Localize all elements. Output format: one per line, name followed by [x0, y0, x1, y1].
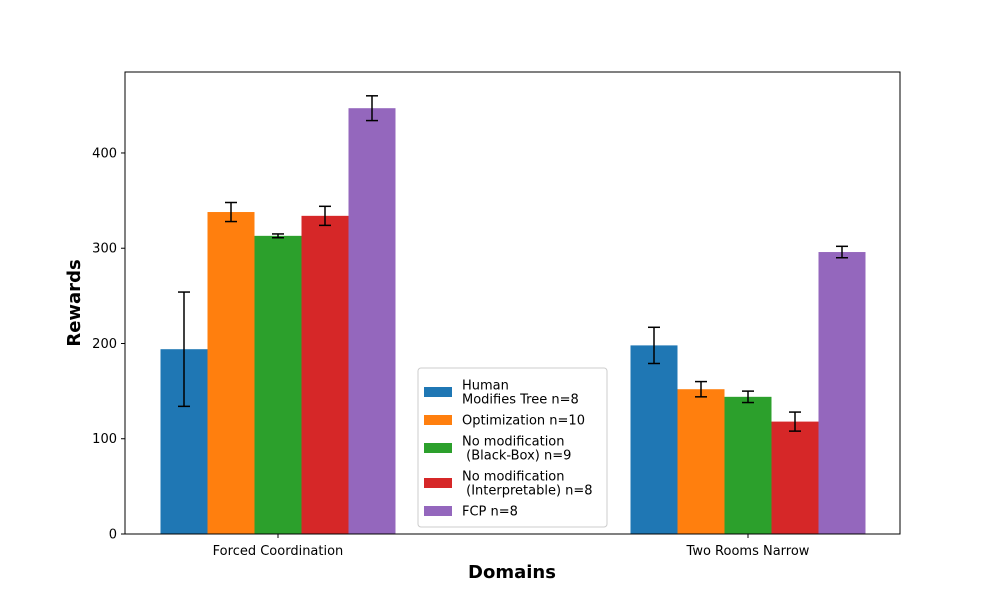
- legend: Human Modifies Tree n=8 Optimization n=10 N…: [417, 367, 608, 528]
- legend-swatch: [424, 443, 452, 453]
- bar: [301, 215, 349, 534]
- legend-label-line: FCP n=8: [462, 505, 518, 520]
- legend-label-line: No modification: [462, 435, 565, 450]
- bar: [348, 108, 396, 534]
- legend-label: Optimization n=10: [462, 414, 585, 429]
- x-tick-label: Forced Coordination: [213, 544, 344, 559]
- bar: [724, 396, 772, 534]
- legend-label-line: No modification: [462, 470, 565, 485]
- x-axis-ticks: Forced Coordination Two Rooms Narrow: [213, 534, 810, 559]
- y-tick-label: 100: [92, 432, 117, 447]
- bars-layer: [160, 108, 866, 534]
- legend-label: No modification (Interpretable) n=8: [462, 470, 593, 499]
- error-bars-layer: [178, 95, 848, 432]
- x-tick-label: Two Rooms Narrow: [686, 544, 810, 559]
- legend-box: [417, 367, 608, 528]
- bar: [630, 345, 678, 534]
- y-axis-ticks: 0 100 200 300 400: [92, 146, 125, 543]
- y-tick-label: 400: [92, 146, 117, 161]
- legend-label-line: (Interpretable) n=8: [462, 484, 593, 499]
- bar: [771, 421, 819, 534]
- bar: [254, 235, 302, 534]
- y-tick-label: 0: [109, 528, 117, 543]
- bar: [207, 212, 255, 534]
- legend-swatch: [424, 506, 452, 516]
- legend-label-line: (Black-Box) n=9: [462, 449, 571, 464]
- y-tick-label: 200: [92, 337, 117, 352]
- legend-swatch: [424, 415, 452, 425]
- legend-label-line: Human: [462, 379, 509, 394]
- legend-label: FCP n=8: [462, 505, 518, 520]
- legend-swatch: [424, 478, 452, 488]
- bar: [818, 252, 866, 534]
- legend-label: No modification (Black-Box) n=9: [462, 435, 571, 464]
- y-tick-label: 300: [92, 242, 117, 257]
- legend-label: Human Modifies Tree n=8: [462, 379, 579, 408]
- legend-label-line: Modifies Tree n=8: [462, 393, 579, 408]
- x-axis-label: Domains: [468, 562, 556, 583]
- legend-swatch: [424, 387, 452, 397]
- y-axis-label: Rewards: [64, 259, 85, 346]
- plot-area-frame: [124, 71, 901, 535]
- legend-label-line: Optimization n=10: [462, 414, 585, 429]
- bar: [677, 389, 725, 534]
